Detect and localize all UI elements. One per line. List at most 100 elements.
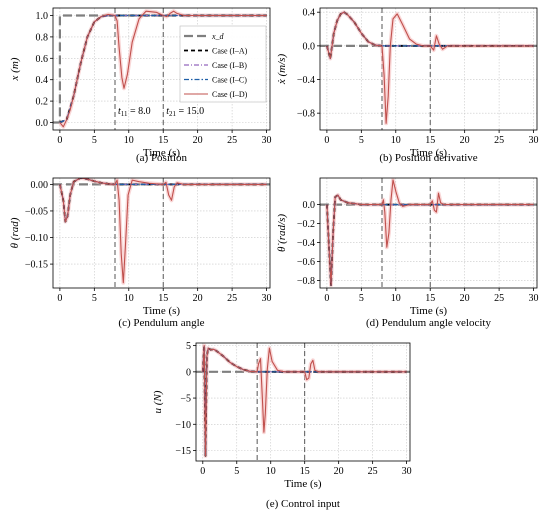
panel-c: 0 5 10 15 20 25 30 0.00 −0.05 −0.10 −0.15 Time (s) θ…: [9, 177, 272, 329]
annotation-t11: t11 = 8.0: [118, 106, 151, 118]
series-line-case-d: [326, 11, 534, 124]
legend-label-ref: x_d: [211, 32, 225, 41]
y-tick-label: 0.8: [36, 32, 49, 43]
y-axis-label: ẋ (m/s): [276, 54, 288, 86]
y-tick-label: −0.8: [297, 276, 315, 287]
x-tick-label: 20: [193, 135, 203, 146]
y-tick-label: −15: [175, 446, 191, 457]
y-tick-label: 0.00: [31, 180, 49, 191]
y-axis-label: θ̇ (rad/s): [276, 214, 288, 252]
y-tick-label: 0.4: [303, 8, 316, 19]
annotation-t21: t21 = 15.0: [166, 106, 204, 118]
plot-area: [53, 178, 270, 288]
x-tick-label: 0: [57, 135, 62, 146]
y-axis-label: x (m): [9, 57, 21, 81]
y-tick-label: −0.15: [25, 260, 48, 271]
x-tick-label: 25: [227, 293, 237, 304]
x-axis-label: Time (s): [410, 305, 448, 317]
panel-caption: (c) Pendulum angle: [118, 317, 204, 329]
y-tick-label: −0.8: [297, 109, 315, 120]
x-tick-label: 20: [460, 293, 470, 304]
x-tick-label: 25: [494, 293, 504, 304]
legend-label-case-a: Case (I–A): [212, 47, 248, 56]
x-tick-label: 0: [200, 466, 205, 477]
x-tick-label: 15: [158, 135, 168, 146]
y-tick-label: 0.0: [303, 200, 316, 211]
y-tick-label: 0: [186, 367, 191, 378]
x-tick-label: 20: [193, 293, 203, 304]
x-tick-label: 15: [158, 293, 168, 304]
x-tick-label: 25: [368, 466, 378, 477]
plot-area: [196, 343, 410, 461]
x-tick-label: 0: [324, 293, 329, 304]
series-line-case-d: [59, 178, 267, 284]
axes-frame: [195, 342, 411, 462]
x-tick-label: 15: [425, 293, 435, 304]
x-tick-label: 5: [92, 293, 97, 304]
x-axis-label: Time (s): [143, 147, 181, 159]
x-tick-label: 10: [266, 466, 276, 477]
x-tick-label: 20: [460, 135, 470, 146]
x-tick-label: 20: [334, 466, 344, 477]
y-axis-label: θ (rad): [9, 217, 21, 248]
series-line-case-d: [326, 179, 534, 286]
x-tick-label: 15: [300, 466, 310, 477]
x-tick-label: 30: [529, 293, 539, 304]
x-tick-label: 15: [425, 135, 435, 146]
x-axis-label: Time (s): [143, 305, 181, 317]
x-tick-label: 30: [402, 466, 412, 477]
legend-label-case-b: Case (I–B): [212, 61, 247, 70]
x-tick-label: 10: [124, 293, 134, 304]
panel-caption: (b) Position derivative: [379, 152, 477, 164]
y-tick-label: −10: [175, 420, 191, 431]
y-tick-label: 0.4: [36, 75, 49, 86]
axes-frame: [319, 7, 538, 131]
panel-caption: (a) Position: [136, 152, 188, 164]
y-tick-label: 5: [186, 341, 191, 352]
y-tick-label: −0.10: [25, 233, 48, 244]
x-tick-label: 0: [324, 135, 329, 146]
plot-area: [320, 178, 537, 288]
x-tick-label: 30: [262, 135, 272, 146]
x-axis-label: Time (s): [284, 478, 322, 490]
x-axis-label: Time (s): [410, 147, 448, 159]
y-tick-label: −0.6: [297, 257, 315, 268]
x-tick-label: 30: [262, 293, 272, 304]
x-tick-label: 10: [391, 135, 401, 146]
axes-frame: [52, 177, 271, 289]
legend-label-case-c: Case (I–C): [212, 76, 247, 85]
panel-caption: (e) Control input: [266, 498, 340, 510]
legend-box: [179, 25, 267, 103]
legend-label-case-d: Case (I–D): [212, 90, 248, 99]
x-tick-label: 30: [529, 135, 539, 146]
panel-caption: (d) Pendulum angle velocity: [366, 317, 491, 329]
x-tick-label: 5: [359, 293, 364, 304]
panel-d: 0 5 10 15 20 25 30 0.0 −0.2 −0.4 −0.6 −0.8 Time (s) θ…: [276, 177, 539, 329]
y-tick-label: 0.0: [303, 41, 316, 52]
x-tick-label: 25: [227, 135, 237, 146]
x-tick-label: 10: [391, 293, 401, 304]
legend: x_d Case (I–A) Case (I–B) Case (I–C) Case (I…: [179, 25, 267, 103]
x-tick-label: 0: [57, 293, 62, 304]
x-tick-label: 5: [359, 135, 364, 146]
x-tick-label: 5: [92, 135, 97, 146]
y-tick-label: 0.6: [36, 54, 49, 65]
y-tick-label: −0.4: [297, 75, 315, 86]
panel-e: 0 5 10 15 20 25 30 5 0 −5 −10 −15 Time (s) u (N) (e) C…: [152, 341, 412, 510]
axes-frame: [319, 177, 538, 289]
plot-area: [53, 8, 270, 130]
plot-area: [320, 8, 537, 130]
panel-a: 0 5 10 15 20 25 30 0.0 0.2 0.4 0.6 0.8 1.0 Time (s) x …: [9, 7, 272, 164]
y-tick-label: −0.4: [297, 238, 315, 249]
y-axis-label: u (N): [152, 390, 164, 413]
y-tick-label: −0.05: [25, 206, 48, 217]
reference-line: [53, 14, 270, 124]
y-tick-label: −5: [180, 394, 191, 405]
x-tick-label: 5: [234, 466, 239, 477]
x-tick-label: 25: [494, 135, 504, 146]
y-tick-label: 0.2: [36, 97, 49, 108]
panel-b: 0 5 10 15 20 25 30 0.4 0.0 −0.4 −0.8 Time (s) ẋ (m/s…: [276, 7, 539, 164]
x-tick-label: 10: [124, 135, 134, 146]
y-tick-label: −0.2: [297, 219, 315, 230]
